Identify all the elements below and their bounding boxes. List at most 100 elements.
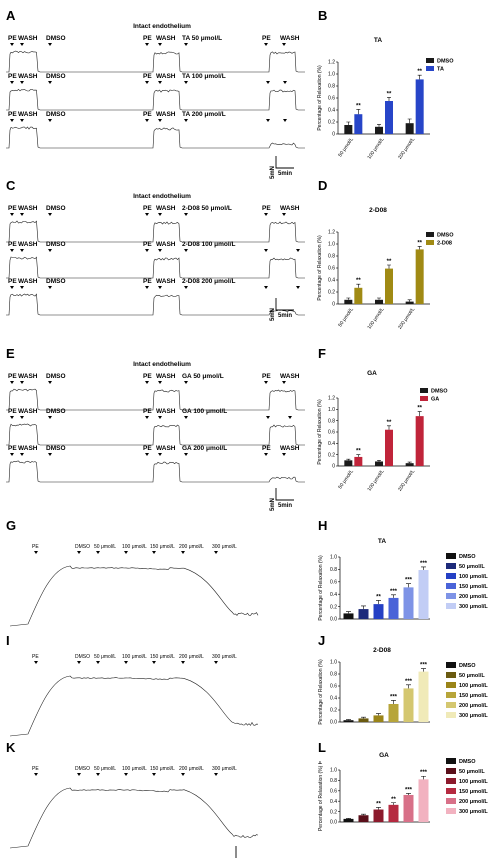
arrow-marker [184,286,188,289]
legend-swatch [446,788,456,794]
arrow-marker [20,249,24,252]
arrow-marker [77,551,81,554]
y-tick-label: 1.2 [328,60,335,66]
legend-label: DMSO [459,554,476,560]
arrow-marker [266,119,270,122]
panel-letter-k: K [6,740,16,755]
significance-label: *** [420,663,428,669]
significance-label: ** [391,797,396,803]
significance-label: *** [405,787,413,793]
x-tick-label: 200 μmol/L [397,307,416,331]
arrow-marker [283,81,287,84]
arrow-marker [264,213,268,216]
y-tick-label: 0.8 [328,418,335,424]
trace-label: PE [32,654,39,660]
bar [405,463,414,466]
trace-label: PE [143,241,152,248]
legend-swatch [446,702,456,708]
significance-label: ** [376,594,381,600]
trace-label: WASH [156,373,176,380]
legend-label: 2-D08 [437,241,452,247]
y-tick-label: 0.4 [328,278,335,284]
legend-swatch [446,672,456,678]
arrow-marker [77,773,81,776]
arrow-marker [20,81,24,84]
bar-chart-h: TA 0.0 0.2 0.4 0.6 0.8 1.0 Percentage of Relaxa… [318,538,488,623]
bar [373,715,384,722]
trace-label: GA 100 μmol/L [182,408,227,415]
legend-swatch [426,232,434,237]
legend-label: 150 μmol/L [459,693,488,699]
bar [358,815,369,822]
arrow-marker [145,81,149,84]
bar-chart-j: 2-D08 0.0 0.2 0.4 0.6 0.8 1.0 Percentage of Rel… [318,647,488,726]
arrow-marker [20,416,24,419]
bar-chart-l: GA 0.0 0.2 0.4 0.6 0.8 1.0 Percentage of Relaxa… [318,752,488,831]
error-bar [361,813,366,816]
y-tick-label: 0.2 [328,120,335,126]
trace-label: DMSO [46,408,66,415]
trace-label: WASH [156,205,176,212]
legend-swatch [446,563,456,569]
trace-label: DMSO [46,35,66,42]
panel-letter-e: E [6,346,15,361]
legend-label: 100 μmol/L [459,683,488,689]
arrow-marker [145,286,149,289]
chart-title: TA [378,538,386,545]
y-tick-label: 0.2 [330,809,337,815]
arrow-marker [158,43,162,46]
trace-label: 2-D08 50 μmol/L [182,205,232,212]
scale-force-label: 5mN [270,498,276,511]
error-bar [346,297,351,300]
scale-time-label: 5min [278,313,292,319]
tension-trace [6,220,305,243]
bar [403,794,414,822]
bar [418,671,429,722]
error-bar [346,121,351,125]
arrow-marker [264,453,268,456]
trace-label: DMSO [46,373,66,380]
arrow-marker [282,381,286,384]
trace-label: PE [8,408,17,415]
bar [385,268,393,304]
legend-label: 200 μmol/L [459,594,488,600]
error-bar [356,454,361,457]
arrow-marker [152,661,156,664]
trace-label: WASH [18,408,38,415]
error-bar [417,74,422,80]
arrow-marker [158,249,162,252]
trace-label: DMSO [75,766,90,772]
tension-trace [6,460,305,483]
legend-label: 50 μmol/L [459,564,485,570]
error-bar [376,807,381,810]
trace-label: WASH [156,73,176,80]
arrow-marker [10,381,14,384]
significance-label: *** [420,770,428,776]
trace-label: DMSO [46,445,66,452]
arrow-marker [48,249,52,252]
arrow-marker [48,416,52,419]
arrow-marker [158,213,162,216]
arrow-marker [282,43,286,46]
error-bar [391,700,396,704]
arrow-marker [96,551,100,554]
y-tick-label: 0.0 [330,720,337,726]
arrow-marker [214,773,218,776]
trace-label: 150 μmol/L [150,654,175,660]
arrow-marker [214,661,218,664]
arrow-marker [124,661,128,664]
bar [385,429,393,466]
bar [403,587,414,619]
trace-label: PE [143,73,152,80]
y-tick-label: 0.0 [330,617,337,623]
cumulative-trace-k: PE DMSO 50 μmol/L 100 μmol/L 150 μmol/L 200 μ… [9,766,259,858]
y-tick-label: 1.0 [328,407,335,413]
error-bar [406,793,411,795]
y-tick-label: 0.2 [328,452,335,458]
trace-label: PE [8,73,17,80]
scale-time-label: 5min [278,171,292,177]
y-axis-label: Percentage of Relaxation (%) [317,399,323,465]
